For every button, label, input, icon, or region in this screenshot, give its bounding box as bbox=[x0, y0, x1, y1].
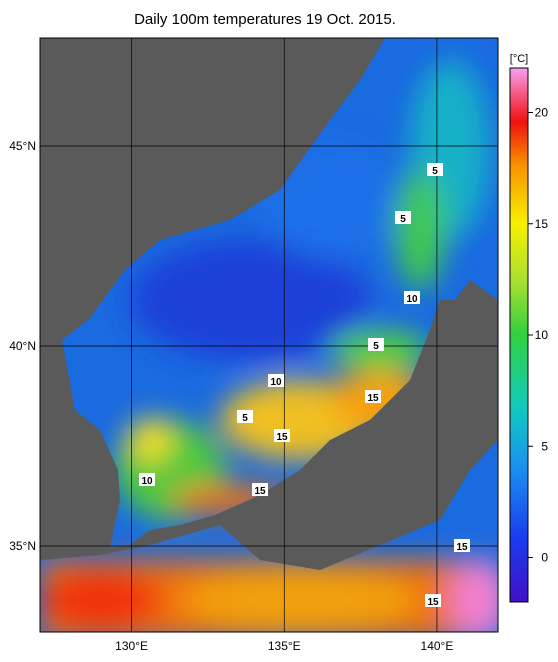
colorbar-unit: [°C] bbox=[510, 53, 528, 65]
contour-label: 15 bbox=[365, 390, 381, 404]
contour-label: 10 bbox=[139, 473, 155, 487]
colorbar-tick-label: 20 bbox=[535, 106, 549, 120]
contour-label: 15 bbox=[252, 483, 268, 497]
map-title: Daily 100m temperatures 19 Oct. 2015. bbox=[134, 11, 396, 28]
contour-label-text: 5 bbox=[373, 341, 379, 352]
colorbar-tick-label: 10 bbox=[535, 328, 549, 342]
contour-label-text: 15 bbox=[254, 486, 266, 497]
contour-label-text: 10 bbox=[270, 377, 282, 388]
x-tick-label: 135°E bbox=[268, 639, 301, 653]
contour-label-text: 15 bbox=[367, 393, 379, 404]
contour-label-text: 15 bbox=[427, 597, 439, 608]
contour-label-box bbox=[395, 211, 411, 224]
contour-label-box bbox=[237, 410, 253, 423]
contour-label-box bbox=[252, 483, 268, 496]
x-tick-label: 140°E bbox=[421, 639, 454, 653]
contour-label-box bbox=[425, 594, 441, 607]
colorbar-tick-label: 5 bbox=[541, 439, 548, 453]
colorbar-tick-label: 15 bbox=[535, 217, 549, 231]
contour-label: 10 bbox=[268, 374, 284, 388]
contour-label-text: 15 bbox=[276, 432, 288, 443]
contour-label-text: 10 bbox=[406, 294, 418, 305]
contour-label: 5 bbox=[368, 338, 384, 352]
y-tick-label: 35°N bbox=[9, 539, 36, 553]
contour-label-text: 15 bbox=[456, 542, 468, 553]
contour-label-text: 5 bbox=[400, 214, 406, 225]
contour-label-box bbox=[404, 291, 420, 304]
contour-label-box bbox=[427, 163, 443, 176]
contour-label-box bbox=[274, 429, 290, 442]
contour-label-box bbox=[139, 473, 155, 486]
x-tick-label: 130°E bbox=[115, 639, 148, 653]
contour-label-text: 5 bbox=[432, 166, 438, 177]
contour-label: 15 bbox=[425, 594, 441, 608]
contour-label-box bbox=[365, 390, 381, 403]
y-tick-label: 45°N bbox=[9, 139, 36, 153]
contour-label-box bbox=[368, 338, 384, 351]
contour-label-text: 10 bbox=[141, 476, 153, 487]
contour-label: 5 bbox=[237, 410, 253, 424]
contour-label: 15 bbox=[274, 429, 290, 443]
contour-label-text: 5 bbox=[242, 413, 248, 424]
contour-label: 5 bbox=[395, 211, 411, 225]
graticule bbox=[40, 38, 498, 632]
contour-label-box bbox=[454, 539, 470, 552]
contour-label: 5 bbox=[427, 163, 443, 177]
colorbar-tick-label: 0 bbox=[541, 551, 548, 565]
contour-label: 10 bbox=[404, 291, 420, 305]
y-tick-label: 40°N bbox=[9, 339, 36, 353]
contour-label: 15 bbox=[454, 539, 470, 553]
contour-label-box bbox=[268, 374, 284, 387]
map-area bbox=[40, 38, 498, 632]
map-frame bbox=[39, 37, 499, 633]
colorbar bbox=[509, 67, 529, 603]
